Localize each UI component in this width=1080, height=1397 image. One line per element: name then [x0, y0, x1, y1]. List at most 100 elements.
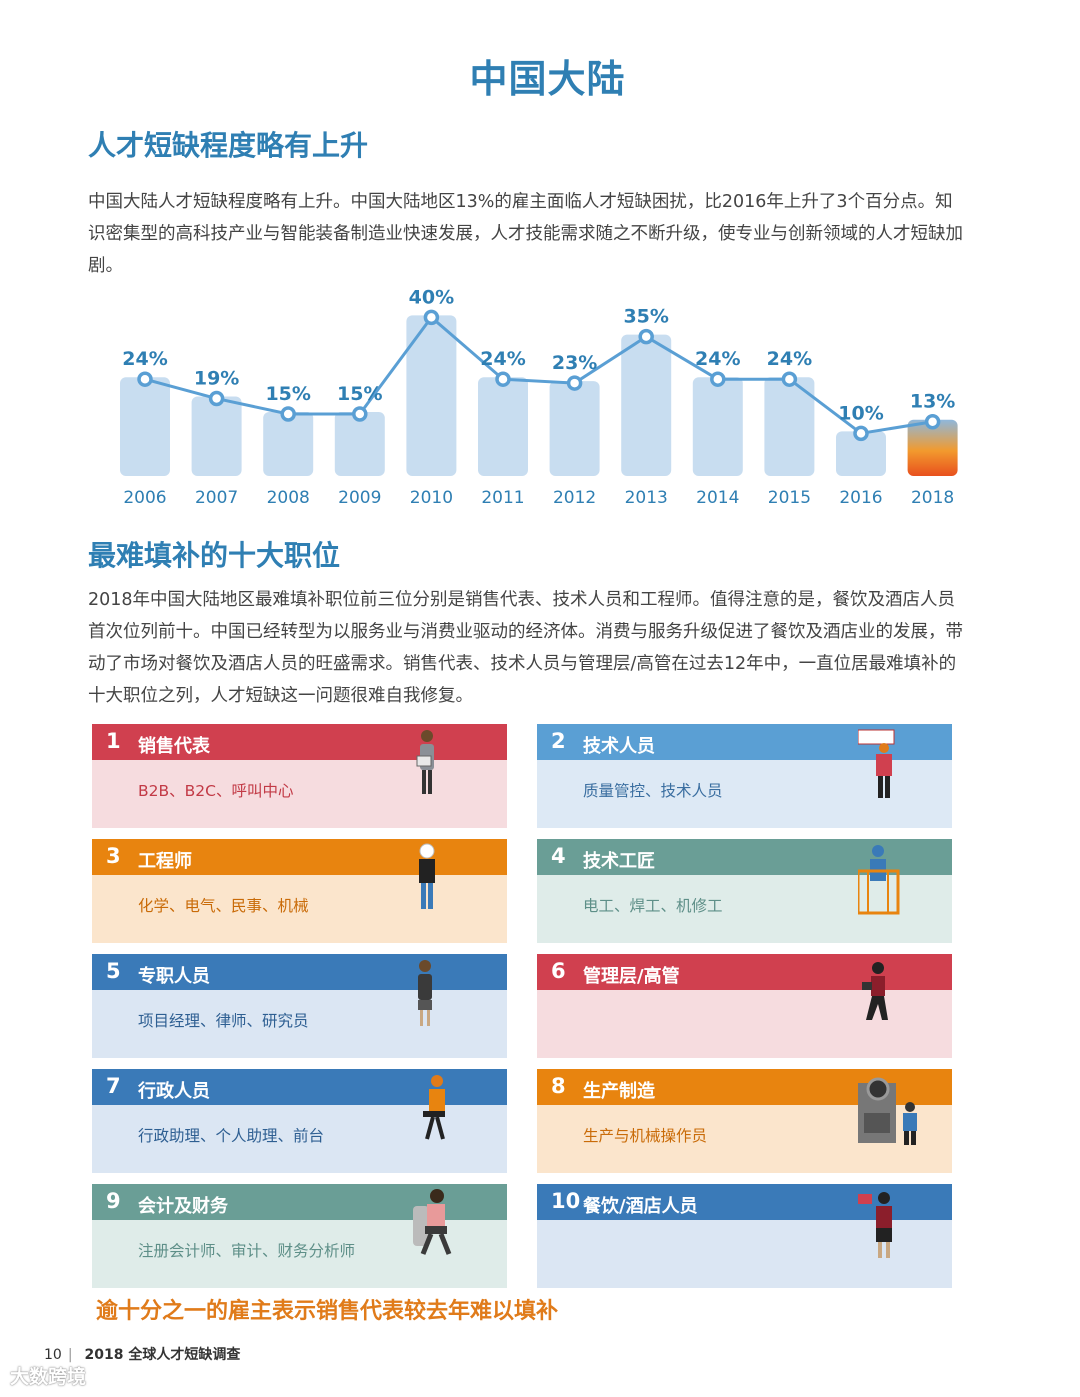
bar-2013 — [621, 334, 672, 476]
job-card-header — [92, 839, 507, 875]
report-title: 2018 全球人才短缺调查 — [84, 1347, 241, 1363]
job-title: 餐饮/酒店人员 — [583, 1196, 698, 1217]
job-card-10: 10 餐饮/酒店人员 — [537, 1184, 952, 1288]
point-2015 — [781, 371, 798, 387]
job-subcategories: 行政助理、个人助理、前台 — [138, 1127, 325, 1145]
job-title: 专职人员 — [138, 966, 210, 987]
job-card-5: 5 专职人员项目经理、律师、研究员 — [92, 954, 507, 1058]
job-card-body — [92, 760, 507, 828]
point-2014 — [710, 371, 726, 387]
job-rank: 5 — [106, 959, 121, 983]
job-title: 工程师 — [138, 851, 192, 872]
bar-2015 — [764, 377, 815, 476]
job-rank: 2 — [551, 729, 566, 753]
data-label-2018: 13% — [910, 391, 955, 413]
office-support-figure-icon — [423, 1075, 445, 1140]
data-label-2010: 40% — [409, 286, 454, 308]
job-rank: 7 — [106, 1074, 121, 1098]
tick-label-2013: 2013 — [625, 488, 668, 508]
job-subcategories: 项目经理、律师、研究员 — [138, 1012, 309, 1030]
tick-label-2015: 2015 — [768, 488, 811, 508]
hotel-staff-figure-icon — [858, 1192, 892, 1258]
professional-figure-icon — [418, 960, 432, 1026]
executive-figure-icon — [862, 962, 888, 1020]
job-title: 技术工匠 — [583, 851, 655, 872]
page-footer: 10 | 2018 全球人才短缺调查 — [44, 1344, 240, 1364]
job-title: 生产制造 — [583, 1081, 655, 1102]
job-subcategories: 电工、焊工、机修工 — [583, 897, 723, 915]
point-2018 — [924, 413, 941, 430]
job-title: 会计及财务 — [138, 1196, 228, 1217]
bar-2014 — [692, 377, 743, 476]
tick-label-2011: 2011 — [481, 488, 524, 508]
data-label-2015: 24% — [767, 348, 812, 370]
job-rank: 4 — [551, 844, 566, 868]
job-rank: 10 — [551, 1189, 581, 1213]
job-title: 管理层/高管 — [583, 966, 680, 987]
bar-2011 — [478, 377, 528, 476]
job-card-8: 8 生产制造 生产与机械操作员 — [537, 1069, 952, 1173]
job-title: 技术人员 — [583, 736, 655, 757]
point-2009 — [352, 406, 368, 422]
data-label-2012: 23% — [552, 352, 597, 374]
point-2016 — [853, 425, 869, 442]
tick-label-2007: 2007 — [195, 488, 238, 508]
job-subcategories: 化学、电气、民事、机械 — [138, 897, 309, 915]
tick-label-2008: 2008 — [267, 488, 310, 508]
point-2010 — [423, 309, 440, 326]
watermark-text: 大数跨境 — [10, 1366, 87, 1388]
trend-line — [144, 315, 933, 435]
engineer-figure-icon — [419, 843, 435, 909]
page-title: 中国大陆 — [469, 57, 626, 101]
data-label-2009: 15% — [337, 383, 382, 405]
data-label-2013: 35% — [623, 306, 668, 328]
tagline: 逾十分之一的雇主表示销售代表较去年难以填补 — [96, 1299, 559, 1324]
tradesman-figure-icon — [858, 845, 900, 915]
job-subcategories: B2B、B2C、呼叫中心 — [138, 782, 294, 800]
tick-label-2006: 2006 — [123, 488, 166, 508]
job-card-body — [92, 875, 507, 943]
data-label-2014: 24% — [695, 348, 740, 370]
machine-operator-figure-icon — [858, 1077, 917, 1145]
job-subcategories: 注册会计师、审计、财务分析师 — [138, 1242, 356, 1260]
bar-2007 — [191, 396, 242, 476]
point-2008 — [280, 406, 296, 422]
tick-label-2010: 2010 — [410, 488, 453, 508]
job-card-7: 7 行政人员行政助理、个人助理、前台 — [92, 1069, 507, 1173]
top-jobs-paragraph: 2018年中国大陆地区最难填补职位前三位分别是销售代表、技术人员和工程师。值得注… — [88, 590, 963, 706]
intro-paragraph: 中国大陆人才短缺程度略有上升。中国大陆地区13%的雇主面临人才短缺困扰，比201… — [88, 192, 963, 276]
job-title: 行政人员 — [138, 1081, 210, 1102]
job-card-header — [92, 954, 507, 990]
job-card-6: 6 管理层/高管 — [537, 954, 952, 1058]
tick-label-2016: 2016 — [839, 488, 882, 508]
section-title-top-jobs: 最难填补的十大职位 — [88, 539, 341, 572]
data-label-2011: 24% — [480, 348, 525, 370]
shortage-bar-chart: 24% 19% 15% 15% 40% 24% 23% 35% 24% 24% 10% 13% 200… — [120, 286, 958, 508]
job-rank: 1 — [106, 729, 121, 753]
bar-2018 — [907, 419, 958, 476]
job-card-1: 1 销售代表 B2B、B2C、呼叫中心 — [92, 724, 507, 828]
section-title-shortage: 人才短缺程度略有上升 — [88, 129, 369, 162]
footer-separator: | — [67, 1347, 73, 1363]
tick-label-2018: 2018 — [911, 488, 954, 508]
tick-label-2014: 2014 — [696, 488, 739, 508]
bar-2012 — [549, 381, 600, 476]
job-subcategories: 生产与机械操作员 — [583, 1127, 708, 1145]
job-rank: 9 — [106, 1189, 121, 1213]
data-label-2007: 19% — [194, 368, 239, 390]
point-2007 — [208, 390, 225, 407]
tick-label-2012: 2012 — [553, 488, 596, 508]
data-label-2006: 24% — [122, 348, 167, 370]
accountant-figure-icon — [413, 1189, 452, 1255]
point-2013 — [638, 328, 654, 345]
bar-2016 — [836, 431, 886, 476]
page-number: 10 — [44, 1347, 62, 1363]
point-2006 — [137, 371, 153, 387]
point-2012 — [566, 375, 583, 391]
job-card-body — [92, 990, 507, 1058]
job-rank: 3 — [106, 844, 121, 868]
job-card-header — [92, 724, 507, 760]
bar-2006 — [120, 377, 170, 476]
data-label-2008: 15% — [265, 383, 310, 405]
data-label-2016: 10% — [838, 402, 883, 424]
